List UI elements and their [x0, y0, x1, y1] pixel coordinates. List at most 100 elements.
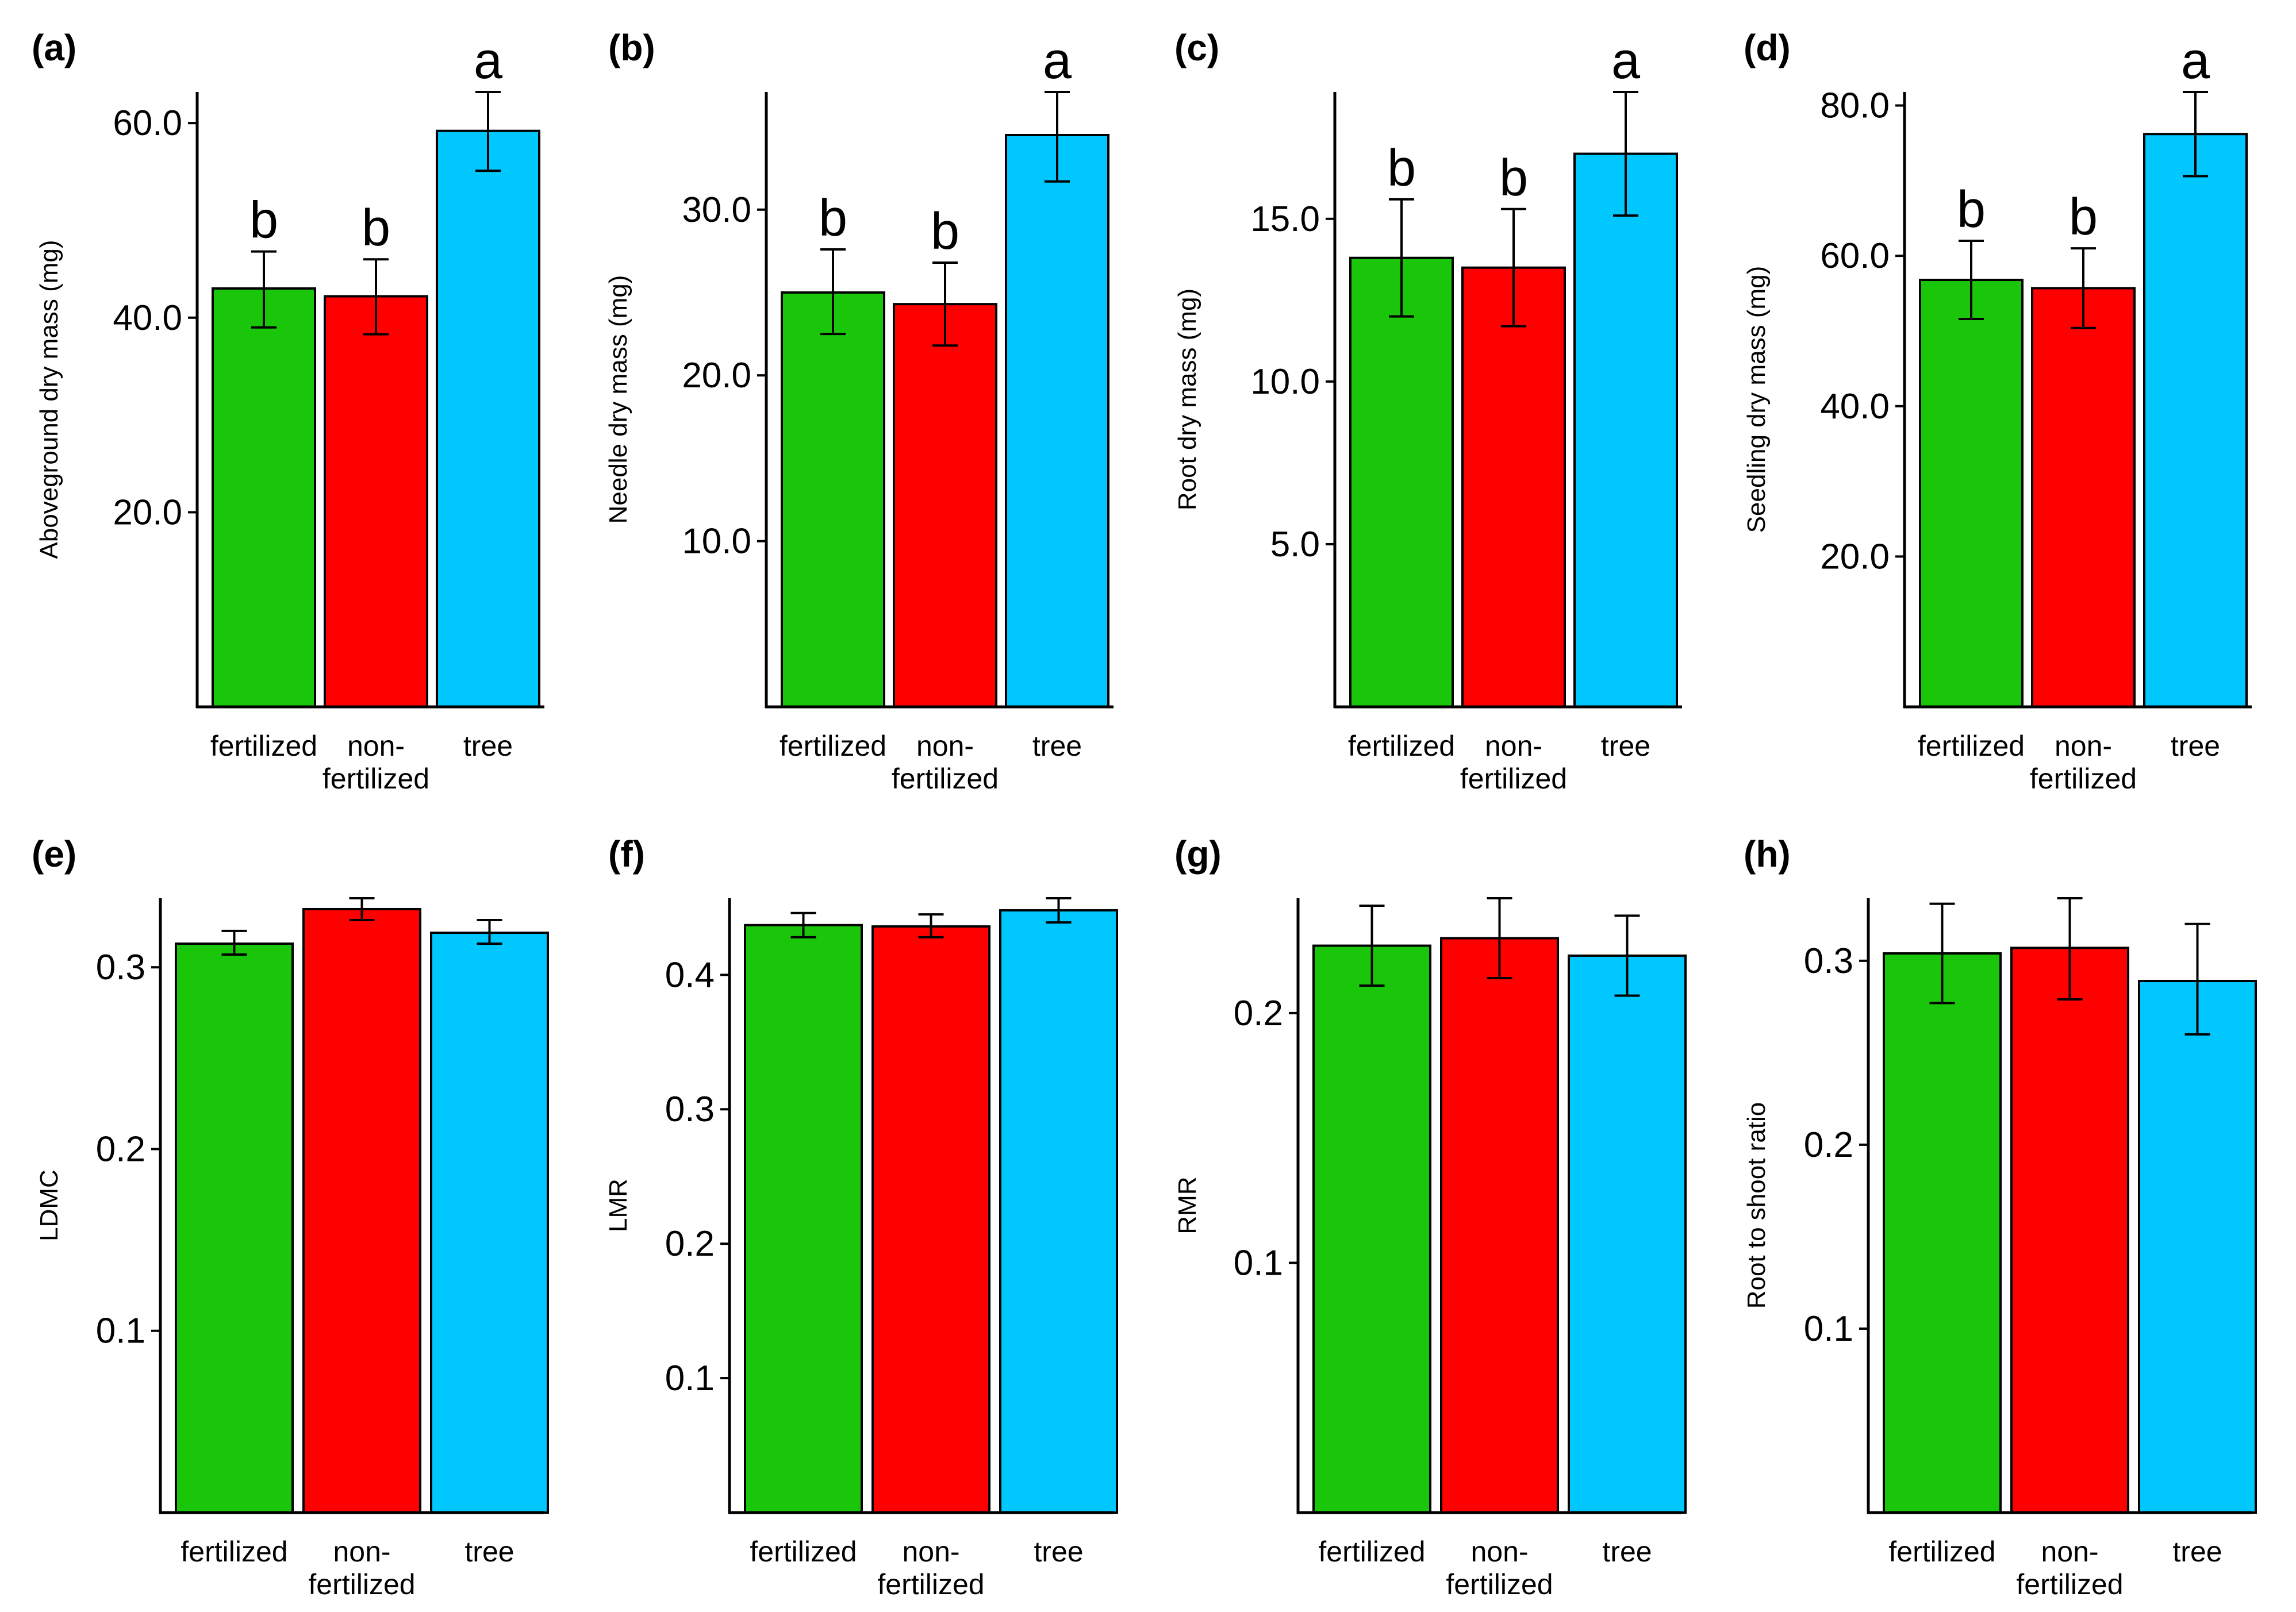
bar-tree	[2143, 133, 2248, 708]
y-tick-label: 40.0	[1820, 387, 1890, 426]
y-tick-label: 60.0	[1820, 236, 1890, 276]
y-tick-label: 0.1	[96, 1311, 145, 1351]
category-label: fertilized	[1888, 1536, 1995, 1568]
y-tick-label: 20.0	[113, 493, 182, 532]
panel-b: (b) b fertilized b non-fertilized a tree 10.0 20…	[604, 27, 1114, 795]
bar-fertilized	[744, 924, 863, 1514]
category-label: non-	[902, 1536, 959, 1568]
significance-letter: a	[474, 32, 503, 90]
panel-label: (d)	[1744, 27, 1791, 68]
panel-d: (d) b fertilized b non-fertilized a tree 20.0 40…	[1742, 27, 2252, 795]
y-tick-label: 40.0	[113, 298, 182, 338]
y-tick-label: 0.1	[665, 1359, 715, 1398]
y-tick-label: 60.0	[113, 103, 182, 143]
category-label: fertilized	[181, 1536, 287, 1568]
panel-label: (a)	[32, 27, 76, 68]
significance-letter: b	[1957, 181, 1986, 238]
y-axis-title: RMR	[1173, 1176, 1201, 1234]
category-label: tree	[1034, 1536, 1083, 1568]
y-axis-title: Needle dry mass (mg)	[604, 275, 632, 524]
y-axis-title: Seedling dry mass (mg)	[1742, 266, 1771, 533]
category-label: fertilized	[1446, 1568, 1553, 1601]
bar-non-fertilized	[1440, 937, 1559, 1514]
category-label: tree	[2171, 730, 2220, 762]
y-tick-label: 0.3	[665, 1090, 715, 1129]
significance-letter: a	[1043, 32, 1072, 90]
significance-letter: b	[931, 203, 959, 260]
y-tick-label: 0.2	[1234, 994, 1283, 1033]
panel-label: (c)	[1174, 27, 1219, 68]
y-tick-label: 15.0	[1250, 199, 1320, 239]
y-tick-label: 0.2	[1804, 1125, 1853, 1165]
significance-letter: b	[249, 192, 278, 249]
category-label: tree	[1602, 1536, 1652, 1568]
category-label: tree	[1032, 730, 1082, 762]
bar-tree	[1568, 954, 1687, 1514]
y-axis-title: Root to shoot ratio	[1742, 1102, 1771, 1309]
y-tick-label: 0.2	[665, 1224, 715, 1264]
bar-non-fertilized	[302, 907, 421, 1514]
category-label: fertilized	[308, 1568, 415, 1601]
category-label: tree	[2172, 1536, 2222, 1568]
significance-letter: b	[819, 190, 847, 247]
category-label: non-	[333, 1536, 390, 1568]
category-label: fertilized	[2016, 1568, 2123, 1601]
bar-fertilized	[1312, 944, 1431, 1514]
category-label: non-	[1470, 1536, 1528, 1568]
bar-fertilized	[175, 942, 294, 1514]
bar-non-fertilized	[324, 295, 428, 708]
y-tick-label: 20.0	[682, 356, 751, 395]
category-label: fertilized	[780, 730, 886, 762]
significance-letter: a	[1611, 32, 1641, 90]
bar-non-fertilized	[1461, 266, 1566, 708]
y-tick-label: 0.3	[1804, 941, 1853, 981]
y-tick-label: 10.0	[1250, 362, 1320, 402]
bar-fertilized	[212, 287, 316, 709]
bar-non-fertilized	[871, 925, 990, 1514]
bar-fertilized	[1349, 256, 1454, 708]
y-tick-label: 10.0	[682, 522, 751, 561]
y-axis-title: LDMC	[35, 1169, 63, 1241]
category-label: tree	[464, 1536, 514, 1568]
category-label: non-	[2055, 730, 2112, 762]
category-label: fertilized	[1460, 763, 1567, 795]
y-tick-label: 20.0	[1820, 537, 1890, 576]
panel-label: (h)	[1744, 833, 1791, 875]
category-label: fertilized	[892, 763, 999, 795]
bar-fertilized	[781, 291, 885, 708]
panel-label: (b)	[608, 27, 655, 68]
bar-tree	[999, 909, 1118, 1514]
y-tick-label: 0.2	[96, 1129, 145, 1169]
y-axis-title: Root dry mass (mg)	[1173, 288, 1201, 510]
panel-e: (e)fertilized non-fertilizedtree0.10.20.3…	[32, 833, 549, 1601]
category-label: fertilized	[750, 1536, 857, 1568]
bar-fertilized	[1919, 279, 2024, 709]
significance-letter: b	[1499, 149, 1528, 207]
y-tick-label: 0.4	[665, 955, 715, 995]
category-label: tree	[463, 730, 513, 762]
y-tick-label: 0.1	[1234, 1243, 1283, 1283]
category-label: fertilized	[1348, 730, 1455, 762]
category-label: fertilized	[1918, 730, 2025, 762]
panel-f: (f)fertilized non-fertilizedtree0.10.20.3…	[604, 833, 1118, 1601]
bar-non-fertilized	[893, 303, 997, 708]
category-label: fertilized	[322, 763, 429, 795]
bar-tree	[436, 129, 540, 709]
panel-label: (e)	[32, 833, 76, 875]
bar-tree	[430, 932, 549, 1514]
y-tick-label: 80.0	[1820, 86, 1890, 126]
bar-tree	[1005, 133, 1109, 709]
category-label: fertilized	[1318, 1536, 1425, 1568]
category-label: non-	[916, 730, 974, 762]
bar-tree	[1573, 152, 1678, 708]
category-label: non-	[2041, 1536, 2098, 1568]
panel-h: (h)fertilized non-fertilizedtree0.10.20.3…	[1742, 833, 2257, 1601]
bar-non-fertilized	[2010, 947, 2129, 1514]
significance-letter: a	[2181, 32, 2210, 90]
category-label: fertilized	[210, 730, 317, 762]
y-tick-label: 5.0	[1270, 525, 1320, 564]
category-label: non-	[347, 730, 405, 762]
panel-a: (a) b fertilized b non-fertilized a tree 20.0 40…	[32, 27, 544, 795]
